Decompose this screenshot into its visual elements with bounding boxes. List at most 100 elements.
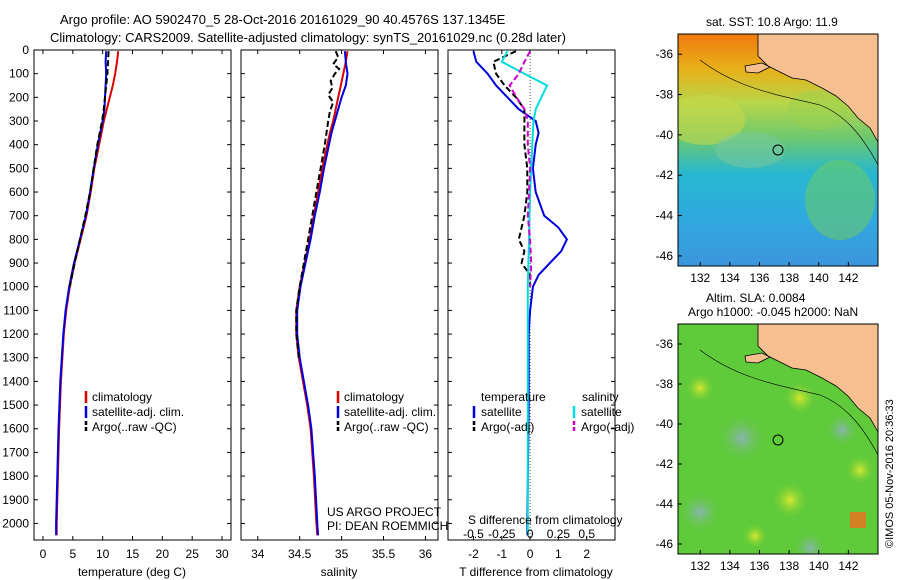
- depth-tick-label: 1400: [2, 374, 29, 388]
- map-x-tick-label: 140: [809, 271, 829, 285]
- difference-series: [472, 50, 569, 540]
- shelf-contour: [699, 59, 878, 166]
- float-position-marker: [772, 144, 784, 156]
- legend-label-argo: Argo(..raw -QC): [92, 420, 177, 434]
- series-line-s-argo-adj: [508, 50, 533, 287]
- sla-map-axes: 132 134 136 138 140 142 -36 -38 -40 -42 -44 -46: [656, 337, 859, 573]
- x-tick-label: 35: [335, 547, 349, 561]
- difference-x-axis: -2 -1 0 1 2: [468, 50, 590, 561]
- sla-high-anomaly: [684, 372, 716, 404]
- sla-high-anomaly: [770, 480, 810, 520]
- sst-warm-patch: [788, 90, 848, 130]
- legend-label-t-argo: Argo(-adj): [481, 420, 534, 434]
- depth-tick-label: 200: [9, 90, 29, 104]
- x-tick-label: 36: [419, 547, 433, 561]
- sst-map-axes: 132 134 136 138 140 142 -36 -38 -40 -42 -44 -46: [656, 47, 859, 285]
- map-y-tick-label: -44: [656, 497, 674, 511]
- shelf-contour: [699, 349, 878, 456]
- legend-label-climatology: climatology: [92, 390, 152, 404]
- map-y-tick-label: -38: [656, 377, 674, 391]
- s-difference-title: S difference from climatology: [468, 513, 623, 527]
- legend-label-s-satellite: satellite: [581, 405, 622, 419]
- series-line-s-satellite: [500, 50, 549, 536]
- map-y-tick-label: -46: [656, 249, 674, 263]
- depth-tick-label: 1100: [3, 303, 29, 317]
- legend-title-temperature: temperature: [481, 390, 546, 404]
- legend-label-satellite: satellite-adj. clim.: [92, 405, 184, 419]
- sst-map: sat. SST: 10.8 Argo: 11.9 132 134 136 138 14…: [656, 15, 879, 285]
- depth-tick-label: 1200: [2, 327, 29, 341]
- map-x-tick-label: 138: [779, 271, 799, 285]
- x-tick-label: 30: [215, 547, 229, 561]
- sla-low-anomaly: [824, 412, 860, 448]
- x-tick-label: -2: [468, 547, 479, 561]
- imos-credit: ©IMOS 05-Nov-2016 20:36:33: [884, 399, 896, 548]
- depth-tick-label: 1700: [2, 445, 29, 459]
- depth-tick-label: 800: [9, 232, 29, 246]
- sla-hot-spot: [850, 512, 866, 528]
- s-diff-tick-label: -0.25: [488, 527, 516, 541]
- temperature-legend: climatology satellite-adj. clim. Argo(..…: [84, 390, 184, 434]
- map-x-tick-label: 142: [838, 271, 858, 285]
- depth-tick-label: 400: [9, 138, 29, 152]
- x-tick-label: 35.5: [372, 547, 396, 561]
- sst-map-title: sat. SST: 10.8 Argo: 11.9: [706, 15, 838, 29]
- x-tick-label: 25: [186, 547, 200, 561]
- sst-cool-patch: [715, 132, 785, 168]
- map-y-tick-label: -44: [656, 209, 674, 223]
- land-kangaroo-island: [744, 352, 771, 364]
- salinity-x-axis: 34 34.5 35 35.5 36: [251, 50, 432, 561]
- map-y-tick-label: -36: [656, 337, 674, 351]
- legend-label-argo: Argo(..raw -QC): [344, 420, 429, 434]
- sla-map-subtitle: Argo h1000: -0.045 h2000: NaN: [688, 305, 858, 319]
- depth-tick-label: 1600: [2, 422, 29, 436]
- sst-warm-patch: [805, 160, 875, 240]
- depth-tick-label: 1000: [2, 280, 29, 294]
- series-line-argo-raw-qc: [295, 50, 341, 358]
- map-x-tick-label: 132: [690, 271, 710, 285]
- map-x-tick-label: 142: [838, 559, 858, 573]
- series-line-satellite-adj-clim: [296, 51, 349, 536]
- s-diff-tick-label: 0: [527, 527, 534, 541]
- land-kangaroo-island: [744, 62, 771, 74]
- depth-tick-label: 1300: [2, 351, 29, 365]
- map-y-tick-label: -42: [656, 168, 674, 182]
- temperature-plot-frame: [33, 49, 232, 541]
- s-difference-axis: -0.5 -0.25 0 0.25 0.5: [463, 527, 595, 541]
- x-tick-label: 20: [156, 547, 170, 561]
- map-x-tick-label: 134: [720, 559, 740, 573]
- map-y-tick-label: -46: [656, 537, 674, 551]
- x-tick-label: 15: [126, 547, 140, 561]
- x-tick-label: 0: [527, 547, 534, 561]
- x-tick-label: 34.5: [288, 547, 312, 561]
- s-diff-tick-label: -0.5: [463, 527, 484, 541]
- x-tick-label: 34: [251, 547, 265, 561]
- sst-warm-patch: [678, 95, 745, 145]
- sla-map-title: Altim. SLA: 0.0084: [706, 291, 806, 305]
- map-y-tick-label: -42: [656, 457, 674, 471]
- x-tick-label: 0: [40, 547, 47, 561]
- map-x-tick-label: 132: [690, 559, 710, 573]
- x-tick-label: 10: [96, 547, 110, 561]
- series-line-t-argo-adj: [492, 50, 532, 287]
- map-y-tick-label: -40: [656, 417, 674, 431]
- sla-low-anomaly: [716, 412, 768, 464]
- s-diff-tick-label: 0.5: [578, 527, 595, 541]
- depth-tick-label: 900: [9, 256, 29, 270]
- sst-map-frame: [677, 33, 879, 267]
- depth-tick-label: 500: [9, 161, 29, 175]
- map-x-tick-label: 140: [809, 559, 829, 573]
- depth-tick-label: 2000: [2, 516, 29, 530]
- sla-map: Altim. SLA: 0.0084 Argo h1000: -0.045 h2…: [656, 291, 879, 573]
- sla-map-frame: [677, 323, 879, 555]
- difference-x-label: T difference from climatology: [459, 565, 613, 579]
- sla-low-anomaly: [678, 490, 722, 534]
- temperature-x-axis: 0 5 10 15 20 25 30: [40, 50, 229, 561]
- depth-tick-label: 700: [9, 209, 29, 223]
- series-line-t-satellite: [472, 50, 569, 536]
- sla-high-anomaly: [741, 522, 769, 550]
- map-x-tick-label: 134: [720, 271, 740, 285]
- float-position-marker: [772, 434, 784, 446]
- series-line-argo-raw-qc: [68, 51, 110, 287]
